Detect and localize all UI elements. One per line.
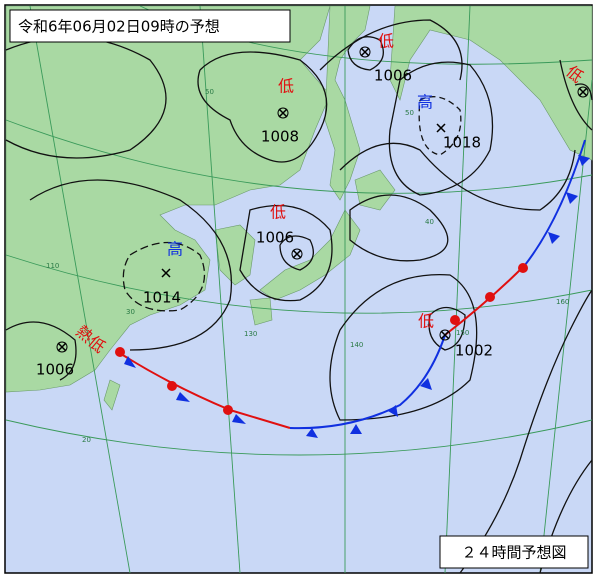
center-x bbox=[578, 87, 588, 97]
system-kind: 低 bbox=[278, 77, 294, 96]
grid-label: 40 bbox=[425, 218, 434, 226]
system-pressure: 1002 bbox=[455, 342, 493, 360]
fronts bbox=[115, 139, 590, 438]
grid-label: 160 bbox=[556, 298, 569, 306]
system-kind: 低 bbox=[378, 32, 394, 51]
grid-label: 50 bbox=[205, 88, 214, 96]
system-pressure: 1006 bbox=[36, 361, 74, 379]
system-pressure: 1008 bbox=[261, 128, 299, 146]
system-pressure: 1006 bbox=[374, 67, 412, 85]
grid-label: 150 bbox=[456, 329, 469, 337]
grid-label: 140 bbox=[350, 341, 363, 349]
center-circle bbox=[291, 248, 303, 260]
title: 令和6年06月02日09時の予想 bbox=[18, 18, 220, 36]
system-pressure: 1018 bbox=[443, 134, 481, 152]
land bbox=[5, 5, 593, 411]
center-circle bbox=[56, 341, 68, 353]
grid-label: 30 bbox=[126, 308, 135, 316]
center-x bbox=[292, 249, 302, 259]
center-x bbox=[436, 123, 446, 133]
center-x bbox=[161, 268, 171, 278]
center-circle bbox=[577, 86, 589, 98]
system-pressure: 1014 bbox=[143, 289, 181, 307]
center-x bbox=[360, 47, 370, 57]
title-box bbox=[9, 9, 291, 43]
grid-label: 130 bbox=[244, 330, 257, 338]
grid-labels: 50 50 40 30 20 110 130 140 150 160 bbox=[46, 88, 569, 444]
center-x bbox=[440, 330, 450, 340]
system-kind: 低 bbox=[270, 203, 286, 222]
grid-label: 20 bbox=[82, 436, 91, 444]
system-pressure: 1006 bbox=[256, 229, 294, 247]
grid-label: 50 bbox=[405, 109, 414, 117]
system-kind: 低 bbox=[418, 312, 434, 331]
center-circle bbox=[359, 46, 371, 58]
center-circle bbox=[277, 107, 289, 119]
grid-label: 110 bbox=[46, 262, 59, 270]
forecast-label: ２４時間予想図 bbox=[461, 544, 566, 562]
center-x bbox=[278, 108, 288, 118]
forecast-box bbox=[439, 535, 589, 569]
center-x bbox=[57, 342, 67, 352]
system-kind: 高 bbox=[417, 93, 433, 112]
system-kind: 高 bbox=[167, 240, 183, 259]
center-circle bbox=[439, 329, 451, 341]
